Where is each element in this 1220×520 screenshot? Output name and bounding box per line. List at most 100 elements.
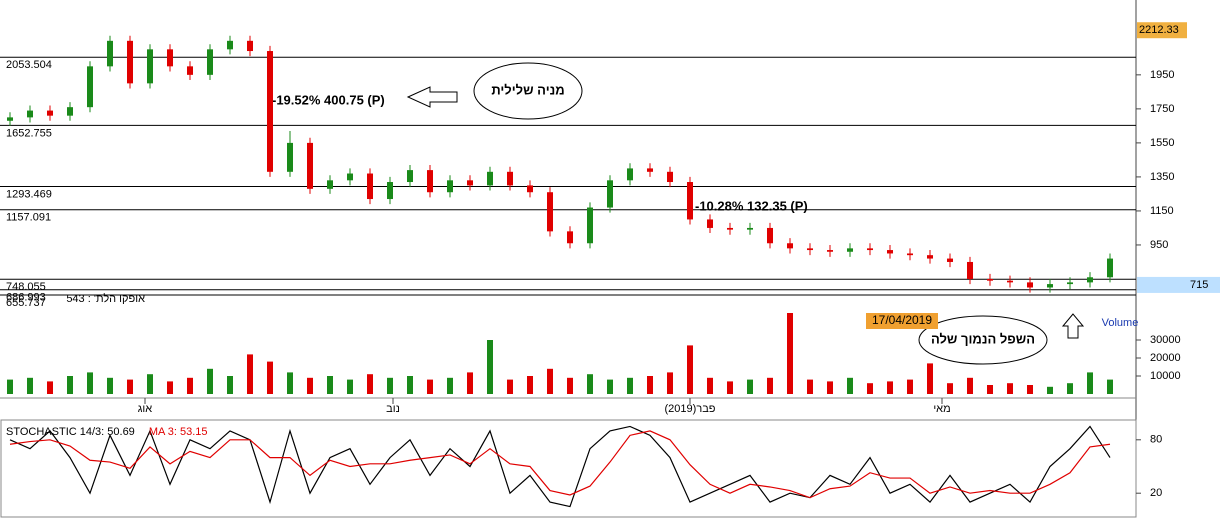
volume-bar (267, 361, 273, 394)
annotation: -19.52% 400.75 (P) (272, 92, 385, 107)
candle-body (647, 168, 653, 172)
candle-body (27, 110, 33, 118)
candle-body (867, 248, 873, 251)
y-tick-label: 80 (1150, 434, 1162, 446)
candle-body (207, 49, 213, 75)
volume-bar (947, 383, 953, 394)
volume-bar (287, 372, 293, 394)
candle-body (827, 250, 833, 252)
volume-bar (1007, 383, 1013, 394)
candle-body (1047, 284, 1053, 288)
y-tick-label: 10000 (1150, 370, 1181, 382)
candle-body (227, 40, 233, 50)
candle-body (627, 168, 633, 181)
candle-body (347, 173, 353, 181)
x-tick-label: אוג (138, 403, 153, 415)
volume-bar (587, 374, 593, 394)
candle-body (367, 173, 373, 200)
volume-bar (27, 377, 33, 394)
candle-body (607, 180, 613, 208)
annotation: 17/04/2019 (872, 313, 932, 327)
volume-bar (87, 372, 93, 394)
panel-title: Volume (1102, 317, 1139, 329)
x-tick-label: נוב (386, 403, 400, 415)
candle-body (987, 278, 993, 281)
volume-bar (167, 381, 173, 394)
candle-body (7, 117, 13, 121)
price-box (1137, 22, 1187, 39)
x-tick-label: (2019)פבר (665, 403, 716, 415)
volume-bar (787, 313, 793, 394)
volume-bar (1067, 383, 1073, 394)
candle-body (447, 180, 453, 193)
level-label: 748.055 (6, 281, 46, 293)
y-tick-label: 1350 (1150, 171, 1174, 183)
candle-body (507, 171, 513, 186)
candle-body (187, 66, 193, 75)
volume-bar (147, 374, 153, 394)
candle-body (1067, 282, 1073, 285)
annotation: מניה שלילית (491, 82, 564, 97)
candle-body (1027, 282, 1033, 288)
y-tick-label: 1950 (1150, 69, 1174, 81)
candle-body (247, 40, 253, 52)
annotation: השפל הנמוך שלה (931, 331, 1035, 346)
volume-bar (967, 377, 973, 394)
volume-bar (1087, 372, 1093, 394)
volume-bar (627, 377, 633, 394)
volume-bar (927, 363, 933, 394)
legend-label: MA 3: 53.15 (149, 426, 208, 438)
candle-body (287, 142, 293, 172)
annotation: אופקו הלת' : 543 (66, 292, 145, 305)
volume-bar (327, 376, 333, 394)
candle-body (1107, 258, 1113, 278)
volume-bar (887, 381, 893, 394)
candle-body (107, 40, 113, 67)
volume-bar (747, 379, 753, 394)
volume-bar (187, 377, 193, 394)
candle-body (967, 261, 973, 279)
candle-body (327, 180, 333, 189)
volume-bar (1047, 386, 1053, 394)
volume-bar (567, 377, 573, 394)
candle-body (427, 170, 433, 193)
volume-bar (767, 377, 773, 394)
legend-label: STOCHASTIC 14/3: 50.69 (6, 426, 135, 438)
y-tick-label: 950 (1150, 239, 1168, 251)
arrow (406, 86, 458, 108)
candle-body (887, 250, 893, 254)
volume-bar (687, 345, 693, 394)
candle-body (847, 248, 853, 252)
volume-bar (527, 376, 533, 394)
candle-body (787, 243, 793, 249)
candle-body (807, 248, 813, 251)
volume-bar (547, 368, 553, 394)
volume-bar (407, 376, 413, 394)
indicator-line (9, 430, 1111, 499)
volume-bar (487, 340, 493, 394)
y-tick-label: 1750 (1150, 103, 1174, 115)
volume-bar (987, 385, 993, 394)
volume-bar (387, 377, 393, 394)
y-tick-label: 20000 (1150, 352, 1181, 364)
level-label: 1293.469 (6, 188, 52, 200)
candle-body (407, 170, 413, 183)
candle-body (707, 219, 713, 228)
candle-body (567, 231, 573, 244)
arrow (1061, 313, 1085, 339)
level-label: 655.737 (6, 297, 46, 309)
candle-body (947, 258, 953, 262)
y-tick-label: 1150 (1150, 205, 1174, 217)
volume-bar (867, 383, 873, 394)
y-tick-label: 30000 (1150, 334, 1181, 346)
volume-bar (907, 379, 913, 394)
volume-bar (347, 379, 353, 394)
volume-bar (607, 379, 613, 394)
volume-bar (107, 377, 113, 394)
bubble (473, 62, 583, 120)
volume-bar (227, 376, 233, 394)
volume-bar (447, 377, 453, 394)
volume-bar (847, 377, 853, 394)
candle-body (587, 207, 593, 244)
